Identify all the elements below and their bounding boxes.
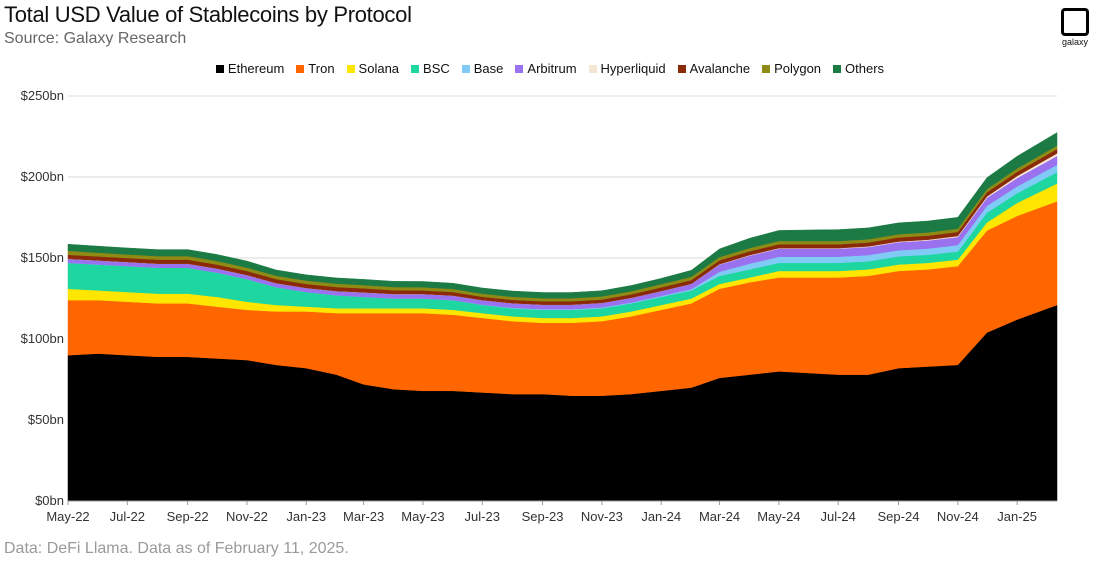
- x-tick-label: May-23: [401, 509, 444, 524]
- y-tick-label: $50bn: [28, 412, 64, 427]
- legend-item-base: Base: [461, 61, 504, 76]
- chart-legend: Ethereum Tron Solana BSC Base Arbitrum Hyperli…: [0, 61, 1100, 76]
- legend-swatch: [346, 64, 355, 73]
- legend-swatch: [833, 64, 842, 73]
- legend-label: Tron: [308, 61, 335, 76]
- x-tick-label: Jul-23: [465, 509, 500, 524]
- x-tick-label: Jul-24: [820, 509, 855, 524]
- legend-item-hyperliquid: Hyperliquid: [588, 61, 666, 76]
- x-tick-label: Jan-25: [997, 509, 1037, 524]
- legend-label: Avalanche: [689, 61, 751, 76]
- x-tick-label: Jan-24: [641, 509, 681, 524]
- legend-item-solana: Solana: [346, 61, 400, 76]
- x-tick-label: May-22: [46, 509, 89, 524]
- legend-swatch: [411, 64, 420, 73]
- legend-label: Hyperliquid: [600, 61, 666, 76]
- galaxy-logo-text: galaxy: [1061, 37, 1088, 47]
- area-others: [67, 132, 1058, 299]
- legend-swatch: [762, 64, 771, 73]
- y-tick-label: $100bn: [21, 331, 64, 346]
- x-tick-label: Sep-23: [522, 509, 564, 524]
- x-tick-label: Nov-24: [937, 509, 979, 524]
- x-tick-label: Jul-22: [110, 509, 145, 524]
- legend-swatch: [515, 64, 524, 73]
- legend-item-ethereum: Ethereum: [215, 61, 285, 76]
- y-tick-label: $200bn: [21, 169, 64, 184]
- chart-subtitle: Source: Galaxy Research: [4, 30, 187, 47]
- legend-swatch: [677, 64, 686, 73]
- legend-item-tron: Tron: [296, 61, 335, 76]
- legend-swatch: [296, 64, 305, 73]
- legend-label: Polygon: [774, 61, 822, 76]
- x-tick-label: May-24: [757, 509, 800, 524]
- x-tick-label: Sep-24: [878, 509, 920, 524]
- legend-item-bsc: BSC: [411, 61, 450, 76]
- x-tick-label: Mar-24: [699, 509, 740, 524]
- y-tick-label: $150bn: [21, 250, 64, 265]
- legend-label: Base: [473, 61, 504, 76]
- galaxy-logo-mark: [1061, 8, 1089, 36]
- legend-swatch: [588, 64, 597, 73]
- x-tick-label: Nov-23: [581, 509, 623, 524]
- y-tick-label: $250bn: [21, 88, 64, 103]
- legend-label: Arbitrum: [527, 61, 577, 76]
- galaxy-logo: galaxy: [1058, 6, 1094, 50]
- legend-swatch: [215, 64, 224, 73]
- x-tick-label: Sep-22: [167, 509, 209, 524]
- x-tick-label: Jan-23: [286, 509, 326, 524]
- data-source-note: Data: DeFi Llama. Data as of February 11…: [4, 540, 349, 557]
- x-tick-label: Nov-22: [226, 509, 268, 524]
- legend-swatch: [461, 64, 470, 73]
- legend-label: Solana: [358, 61, 400, 76]
- legend-label: Others: [845, 61, 885, 76]
- legend-label: BSC: [423, 61, 450, 76]
- x-tick-label: Mar-23: [343, 509, 384, 524]
- chart-title: Total USD Value of Stablecoins by Protoc…: [4, 2, 412, 27]
- legend-label: Ethereum: [227, 61, 285, 76]
- legend-item-arbitrum: Arbitrum: [515, 61, 577, 76]
- legend-item-avalanche: Avalanche: [677, 61, 751, 76]
- legend-item-polygon: Polygon: [762, 61, 821, 76]
- y-tick-label: $0bn: [35, 493, 64, 508]
- legend-item-others: Others: [833, 61, 884, 76]
